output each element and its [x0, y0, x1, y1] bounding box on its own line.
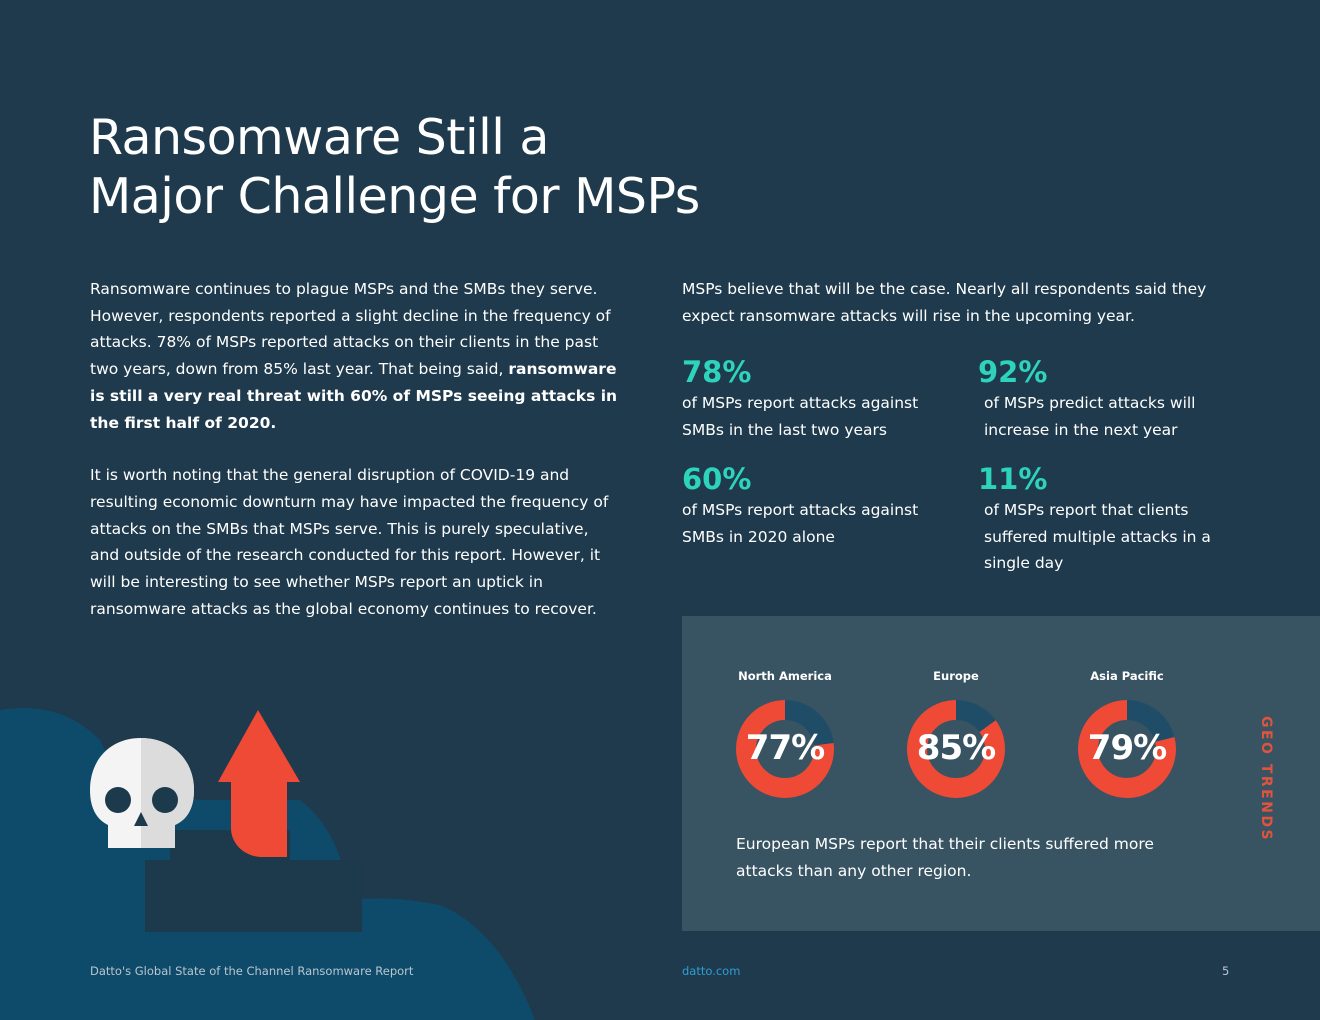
- stat-78: 78% of MSPs report attacks against SMBs …: [682, 355, 942, 443]
- paragraph-1-text: Ransomware continues to plague MSPs and …: [90, 280, 611, 379]
- stat-description: of MSPs report that clients suffered mul…: [984, 501, 1211, 573]
- stat-description: of MSPs report attacks against SMBs in t…: [682, 394, 919, 439]
- donut-svg: [907, 700, 1005, 798]
- paragraph-1: Ransomware continues to plague MSPs and …: [90, 276, 620, 436]
- footer-report-title: Datto's Global State of the Channel Rans…: [90, 964, 414, 978]
- stat-value: 11%: [978, 462, 1048, 496]
- block-shape: [145, 860, 362, 932]
- stat-11: 11% of MSPs report that clients suffered…: [978, 462, 1218, 577]
- stat-60: 60% of MSPs report attacks against SMBs …: [682, 462, 942, 550]
- geo-note: European MSPs report that their clients …: [736, 835, 1154, 880]
- donut-value: 77%: [745, 728, 825, 768]
- donut-svg: [736, 700, 834, 798]
- donut-arc-north-america: [736, 700, 834, 798]
- region-label: North America: [738, 669, 832, 683]
- donut-chart: 77%: [734, 698, 836, 800]
- left-column: Ransomware continues to plague MSPs and …: [90, 276, 620, 622]
- skull-icon: [90, 738, 194, 848]
- region-label: Europe: [933, 669, 979, 683]
- stat-value: 78%: [682, 355, 752, 389]
- donut-arc-asia-pacific: [1078, 700, 1176, 798]
- donut-value: 85%: [916, 728, 996, 768]
- paragraph-2: It is worth noting that the general disr…: [90, 466, 609, 618]
- stat-description: of MSPs report attacks against SMBs in 2…: [682, 501, 919, 546]
- stat-92: 92% of MSPs predict attacks will increas…: [978, 355, 1218, 443]
- right-intro: MSPs believe that will be the case. Near…: [682, 280, 1207, 325]
- right-column: MSPs believe that will be the case. Near…: [682, 276, 1242, 329]
- geo-trends-tag: GEO TRENDS: [1258, 716, 1274, 843]
- stat-value: 60%: [682, 462, 752, 496]
- donut-value: 79%: [1087, 728, 1167, 768]
- footer-url-link[interactable]: datto.com: [682, 964, 741, 978]
- region-label: Asia Pacific: [1090, 669, 1164, 683]
- donut-chart: 79%: [1076, 698, 1178, 800]
- geo-trends-panel: North America 77% Europe 85% Asia Pacifi…: [682, 616, 1320, 931]
- stat-description: of MSPs predict attacks will increase in…: [984, 394, 1196, 439]
- ransomware-illustration: [0, 708, 535, 1020]
- page-title: Ransomware Still a Major Challenge for M…: [89, 108, 700, 226]
- title-line-1: Ransomware Still a: [89, 109, 549, 166]
- donut-svg: [1078, 700, 1176, 798]
- paragraph-1-emphasis: ransomware is still a very real threat w…: [90, 360, 618, 432]
- donut-chart: 85%: [905, 698, 1007, 800]
- arrow-up-icon: [218, 710, 300, 857]
- donut-arc-europe: [907, 700, 1005, 798]
- region-asia-pacific: Asia Pacific 79%: [1072, 669, 1182, 800]
- stat-value: 92%: [978, 355, 1048, 389]
- title-line-2: Major Challenge for MSPs: [89, 168, 700, 225]
- region-europe: Europe 85%: [901, 669, 1011, 800]
- page-number: 5: [1222, 964, 1230, 978]
- region-north-america: North America 77%: [730, 669, 840, 800]
